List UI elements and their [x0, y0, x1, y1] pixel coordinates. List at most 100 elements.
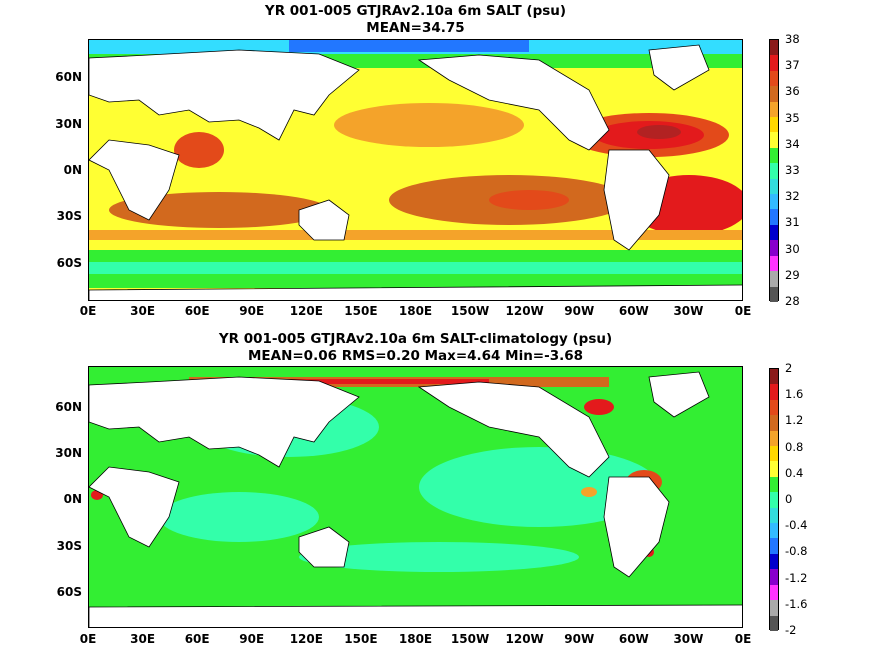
panel1-lon-label: 150E — [344, 304, 378, 318]
panel1-colorbar-segment — [770, 255, 778, 272]
panel2-colorbar-segment — [770, 584, 778, 601]
panel2-map — [88, 366, 743, 628]
panel2-colorbar-segment — [770, 446, 778, 462]
panel2-colorbar-label: -0.4 — [785, 518, 808, 533]
panel1-lon-label: 60W — [618, 304, 649, 318]
panel2-colorbar-segment — [770, 492, 778, 508]
panel2-colorbar-segment — [770, 600, 778, 616]
panel1-map — [88, 39, 743, 301]
panel2-lat-label: 0N — [63, 492, 82, 506]
panel2-lat-label: 60N — [55, 400, 82, 414]
panel1-lon-label: 30E — [130, 304, 156, 318]
panel2-colorbar-segment — [770, 569, 778, 585]
panel2-colorbar-segment — [770, 369, 778, 385]
panel2-lon-label: 120E — [289, 632, 323, 646]
panel1-colorbar-segment — [770, 86, 778, 102]
panel1-colorbar-segment — [770, 194, 778, 210]
panel1-lon-label: 90W — [564, 304, 595, 318]
panel2-colorbar-segment — [770, 384, 778, 400]
panel2-colorbar-segment — [770, 415, 778, 431]
panel1-lat-label: 30S — [56, 209, 82, 223]
panel2-colorbar-label: 0 — [785, 492, 793, 506]
panel2-colorbar-label: 0.8 — [785, 439, 804, 454]
panel2-lon-label: 150E — [344, 632, 378, 646]
panel2-colorbar-label: 2 — [785, 361, 793, 375]
panel2-lon-label: 90W — [564, 632, 595, 646]
panel2-colorbar-label: 1.6 — [785, 387, 804, 402]
panel2-colorbar-label: -1.2 — [785, 570, 808, 585]
panel1-lon-label: 120E — [289, 304, 323, 318]
panel2-lon-label: 30E — [130, 632, 156, 646]
panel2-colorbar-segment — [770, 430, 778, 447]
panel1-colorbar-segment — [770, 40, 778, 56]
panel2-lon-label: 60W — [618, 632, 649, 646]
panel1-colorbar-label: 35 — [785, 110, 800, 125]
panel1-colorbar-segment — [770, 163, 778, 179]
panel1-colorbar-label: 31 — [785, 215, 800, 230]
panel2-colorbar-label: -1.6 — [785, 596, 808, 611]
panel1-lon-label: 90E — [239, 304, 265, 318]
panel1-colorbar-segment — [770, 271, 778, 287]
panel1-colorbar-segment — [770, 240, 778, 256]
panel2-lon-label: 60E — [184, 632, 210, 646]
panel1-colorbar-segment — [770, 178, 778, 195]
panel2-colorbar-segment — [770, 476, 778, 493]
panel2-lon-label: 180E — [398, 632, 433, 646]
panel2-lon-label: 0E — [734, 632, 752, 646]
panel2-title: YR 001-005 GTJRAv2.10a 6m SALT-climatolo… — [218, 331, 613, 347]
panel1-colorbar-segment — [770, 224, 778, 241]
panel2-colorbar-segment — [770, 523, 778, 539]
panel1-lon-label: 30W — [673, 304, 704, 318]
panel1-colorbar-segment — [770, 70, 778, 87]
panel1-colorbar-segment — [770, 55, 778, 71]
panel2-colorbar-segment — [770, 538, 778, 554]
panel2-subtitle: MEAN=0.06 RMS=0.20 Max=4.64 Min=-3.68 — [247, 348, 584, 364]
panel1-colorbar-label: 28 — [785, 294, 800, 308]
panel2-colorbar-label: 0.4 — [785, 465, 804, 480]
panel2-lat-label: 30S — [56, 539, 82, 553]
panel2-colorbar-segment — [770, 507, 778, 524]
panel1-colorbar-segment — [770, 117, 778, 133]
panel1-colorbar-label: 29 — [785, 267, 800, 282]
panel2-colorbar-label: -0.8 — [785, 544, 808, 559]
panel1-colorbar-segment — [770, 209, 778, 225]
panel1-lon-label: 180E — [398, 304, 433, 318]
panel1-colorbar-segment — [770, 286, 778, 302]
panel2-colorbar — [769, 368, 779, 631]
panel1-lon-label: 120W — [505, 304, 544, 318]
panel1-lon-label: 0E — [734, 304, 752, 318]
panel1-colorbar-label: 30 — [785, 241, 800, 256]
panel1-colorbar-label: 38 — [785, 32, 800, 46]
panel1-lat-label: 60S — [56, 256, 82, 270]
panel2-colorbar-segment — [770, 553, 778, 570]
panel1-colorbar-segment — [770, 101, 778, 118]
panel2-lon-label: 0E — [79, 632, 97, 646]
panel1-colorbar-label: 37 — [785, 58, 800, 73]
panel1-colorbar-label: 36 — [785, 84, 800, 99]
panel2-colorbar-segment — [770, 461, 778, 477]
panel2-colorbar-label: -2 — [785, 623, 797, 637]
panel1-lat-label: 60N — [55, 70, 82, 84]
panel1-lat-label: 30N — [55, 117, 82, 131]
panel2-lat-label: 60S — [56, 585, 82, 599]
panel1-colorbar-label: 33 — [785, 163, 800, 177]
panel1-colorbar-segment — [770, 132, 778, 148]
panel2-lon-label: 90E — [239, 632, 265, 646]
panel1-subtitle: MEAN=34.75 — [366, 20, 465, 36]
panel1-colorbar-segment — [770, 147, 778, 164]
panel1-title: YR 001-005 GTJRAv2.10a 6m SALT (psu) — [264, 3, 567, 19]
panel1-lon-label: 60E — [184, 304, 210, 318]
panel2-colorbar-segment — [770, 399, 778, 416]
panel1-lat-label: 0N — [63, 163, 82, 177]
panel1-colorbar — [769, 39, 779, 302]
panel2-lon-label: 150W — [450, 632, 490, 646]
panel2-colorbar-label: 1.2 — [785, 413, 804, 428]
panel2-lon-label: 30W — [673, 632, 704, 646]
panel2-lon-label: 120W — [505, 632, 544, 646]
panel1-colorbar-label: 32 — [785, 189, 800, 204]
panel1-colorbar-label: 34 — [785, 136, 800, 151]
panel2-lat-label: 30N — [55, 446, 82, 460]
panel2-colorbar-segment — [770, 615, 778, 631]
panel1-lon-label: 150W — [450, 304, 490, 318]
panel1-lon-label: 0E — [79, 304, 97, 318]
